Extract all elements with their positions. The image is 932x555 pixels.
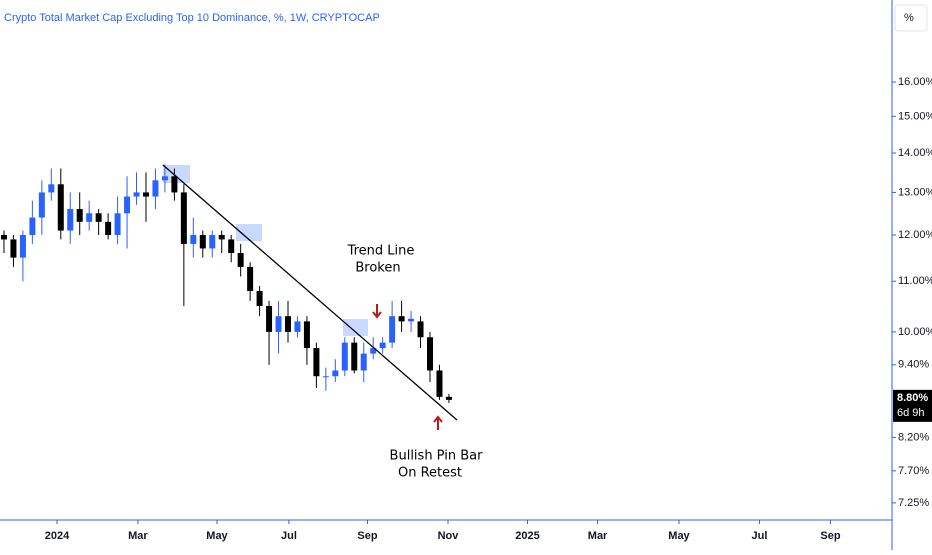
candle-body [408, 318, 415, 322]
candle-body [266, 305, 273, 332]
candle-body [417, 321, 424, 338]
candle-body [29, 217, 36, 235]
arrow-down [372, 304, 382, 319]
candle-body [427, 337, 434, 371]
y-tick-label: 15.00% [898, 110, 932, 122]
x-tick-label: May [668, 530, 690, 542]
candle-body [218, 234, 225, 240]
candle-body [389, 316, 396, 343]
candle-body [294, 321, 301, 332]
candle-body [284, 316, 291, 332]
candle-body [237, 253, 244, 267]
candle-body [133, 192, 140, 197]
candle-body [95, 213, 102, 222]
candle-body [161, 176, 168, 181]
candle-body [313, 348, 320, 377]
candle-body [38, 192, 45, 218]
trend-line [162, 164, 458, 421]
candle-body [445, 396, 452, 400]
candle-body [332, 370, 339, 377]
y-tick-label: 9.40% [898, 359, 929, 371]
candle-body [142, 192, 149, 197]
candle-body [209, 234, 216, 249]
price-label-box [893, 389, 932, 422]
x-tick-label: Nov [438, 530, 460, 542]
candle-body [256, 290, 263, 306]
y-tick-label: 12.00% [898, 229, 932, 241]
x-tick-label: Sep [820, 530, 840, 542]
price-label: 8.80% [897, 392, 928, 404]
annotation: Bullish Pin Bar [390, 449, 484, 464]
highlight-box [236, 224, 262, 241]
candle-body [351, 342, 358, 371]
candle-body [370, 348, 377, 354]
highlight-box [163, 165, 190, 183]
annotation: Broken [355, 261, 400, 276]
highlight-box [343, 319, 368, 336]
candle-body [0, 234, 7, 240]
unit-label: % [904, 12, 914, 24]
x-tick-label: Mar [128, 530, 148, 542]
y-tick-label: 7.70% [898, 465, 929, 477]
candle-body [436, 370, 443, 397]
y-tick-label: 11.00% [898, 275, 932, 287]
candle-body [48, 184, 55, 193]
candle-body [10, 239, 17, 258]
candle-body [379, 342, 386, 349]
candle-body [398, 316, 405, 322]
countdown-label: 6d 9h [897, 407, 925, 419]
x-tick-label: 2025 [515, 530, 539, 542]
annotation: On Retest [398, 466, 462, 481]
candle-body [67, 209, 74, 231]
candle-body [247, 266, 254, 291]
chart-title: Crypto Total Market Cap Excluding Top 10… [4, 12, 380, 24]
candle-body [275, 316, 282, 332]
x-tick-label: Jul [752, 530, 768, 542]
y-tick-label: 16.00% [898, 76, 932, 88]
annotation: Trend Line [347, 244, 415, 259]
y-tick-label: 10.00% [898, 326, 932, 338]
candle-body [57, 184, 64, 231]
candle-body [360, 353, 367, 371]
candle-body [105, 221, 112, 235]
candle-body [180, 192, 187, 244]
candle-body [341, 342, 348, 371]
arrow-up [433, 415, 443, 430]
y-tick-label: 14.00% [898, 147, 932, 159]
unit-box[interactable] [894, 4, 928, 32]
y-tick-label: 13.00% [898, 186, 932, 198]
candle-body [322, 376, 329, 378]
candle-body [199, 234, 206, 249]
candle-body [171, 176, 178, 193]
x-tick-label: 2024 [45, 530, 70, 542]
y-tick-label: 7.25% [898, 497, 929, 509]
x-tick-label: Jul [281, 530, 297, 542]
candle-body [124, 196, 131, 214]
candle-body [19, 234, 26, 258]
candle-body [228, 239, 235, 254]
candle-body [303, 321, 310, 349]
x-tick-label: Mar [588, 530, 608, 542]
candle-body [114, 213, 121, 235]
candle-body [190, 234, 197, 244]
y-tick-label: 8.20% [898, 431, 929, 443]
x-tick-label: May [206, 530, 228, 542]
candle-body [76, 209, 83, 222]
x-tick-label: Sep [357, 530, 377, 542]
candle-body [152, 180, 159, 197]
candle-body [86, 213, 93, 222]
